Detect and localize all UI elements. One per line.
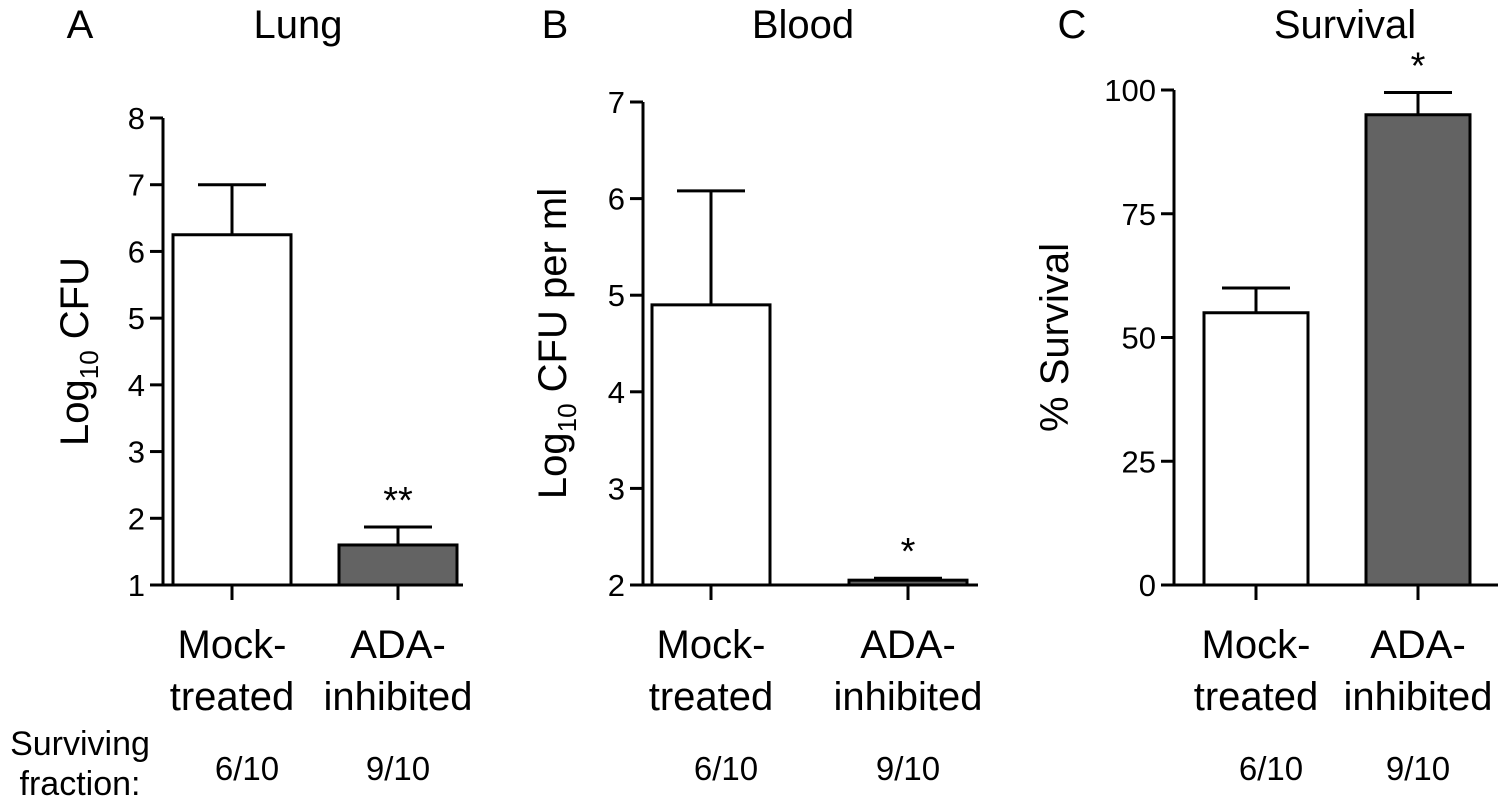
- surviving-fraction-value: 6/10: [215, 750, 279, 787]
- y-axis-label-unit: CFU per ml: [531, 188, 575, 404]
- y-axis-label-unit: CFU: [53, 257, 97, 350]
- x-tick-label-line2: inhibited: [1343, 675, 1492, 719]
- y-axis-label-main: % Survival: [1033, 243, 1077, 432]
- chart-title: Blood: [752, 3, 854, 47]
- panel-letter: B: [542, 3, 569, 47]
- y-tick-label: 0: [1139, 568, 1156, 603]
- y-tick-label: 4: [608, 375, 625, 410]
- panel-letter: C: [1058, 3, 1087, 47]
- y-axis-label: % Survival: [1033, 243, 1077, 432]
- y-tick-label: 8: [128, 101, 145, 136]
- bar: [171, 233, 293, 587]
- y-tick-label: 3: [128, 435, 145, 470]
- surviving-fraction-value: 9/10: [1386, 750, 1450, 787]
- y-tick-label: 7: [608, 85, 625, 120]
- panel-letter: A: [67, 3, 94, 47]
- bar: [650, 303, 772, 587]
- y-tick-label: 75: [1122, 197, 1156, 232]
- x-tick-label-line1: Mock-: [178, 623, 287, 667]
- y-tick-label: 4: [128, 368, 145, 403]
- y-axis-label-subscript: 10: [552, 403, 582, 432]
- y-axis-label-subscript: 10: [74, 350, 104, 379]
- panel-c: C Survival % Survival 0 25 50 75 100 Mock-treate…: [1033, 3, 1498, 787]
- y-tick-label: 1: [128, 568, 145, 603]
- x-tick-label-line1: ADA-: [350, 623, 446, 667]
- x-tick-label-line1: Mock-: [657, 623, 766, 667]
- bar: [1202, 311, 1310, 587]
- x-tick-label-line2: treated: [170, 675, 295, 719]
- x-tick-label-line2: treated: [1194, 675, 1319, 719]
- y-tick-label: 2: [608, 568, 625, 603]
- surviving-fraction-value: 9/10: [366, 750, 430, 787]
- y-tick-label: 5: [128, 301, 145, 336]
- y-tick-label: 2: [128, 501, 145, 536]
- significance-marker: *: [1411, 45, 1426, 87]
- y-tick-label: 50: [1122, 321, 1156, 356]
- bar: [1364, 113, 1472, 587]
- y-axis-label: Log10 CFU: [53, 257, 104, 446]
- chart-title: Lung: [254, 3, 343, 47]
- y-axis-label-main: Log: [53, 379, 97, 446]
- significance-marker: *: [901, 531, 916, 573]
- y-tick-label: 3: [608, 471, 625, 506]
- y-tick-label: 6: [128, 234, 145, 269]
- surviving-fraction-value: 6/10: [694, 750, 758, 787]
- surviving-fraction-label-line1: Surviving: [10, 725, 150, 763]
- y-tick-label: 5: [608, 278, 625, 313]
- x-tick-label-line1: ADA-: [860, 623, 956, 667]
- y-axis-label-main: Log: [531, 432, 575, 499]
- x-tick-label-line2: inhibited: [833, 675, 982, 719]
- panel-a: A Lung Log10 CFU 1 2 3 4 5 6 7 8 Mock-treated 6/10 **…: [53, 3, 473, 787]
- x-tick-label-line2: inhibited: [323, 675, 472, 719]
- y-tick-label: 100: [1104, 73, 1156, 108]
- y-tick-label: 7: [128, 168, 145, 203]
- x-tick-label-line1: ADA-: [1370, 623, 1466, 667]
- bar: [847, 578, 969, 587]
- significance-marker: **: [383, 480, 413, 522]
- surviving-fraction-label-line2: fraction:: [20, 765, 141, 800]
- chart-title: Survival: [1274, 3, 1416, 47]
- surviving-fraction-value: 6/10: [1239, 750, 1303, 787]
- x-tick-label-line2: treated: [649, 675, 774, 719]
- y-tick-label: 6: [608, 182, 625, 217]
- y-axis-label: Log10 CFU per ml: [531, 188, 582, 499]
- bar: [337, 543, 459, 587]
- panel-b: B Blood Log10 CFU per ml 2 3 4 5 6 7 Mock-treated…: [531, 3, 983, 787]
- x-tick-label-line1: Mock-: [1202, 623, 1311, 667]
- surviving-fraction-value: 9/10: [876, 750, 940, 787]
- y-tick-label: 25: [1122, 444, 1156, 479]
